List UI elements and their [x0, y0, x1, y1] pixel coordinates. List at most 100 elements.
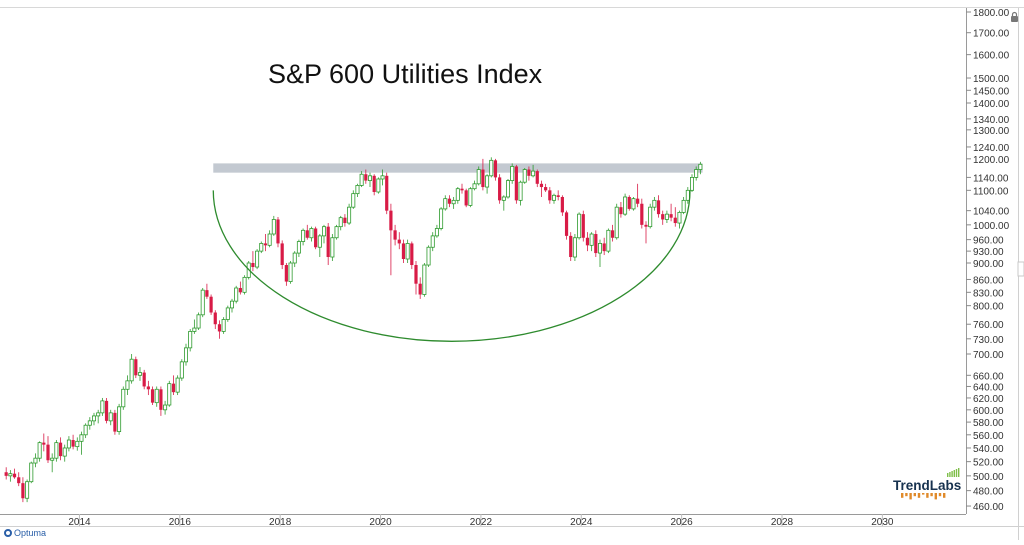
candle	[372, 174, 376, 196]
chart-title: S&P 600 Utilities Index	[268, 59, 543, 89]
candle	[443, 195, 448, 211]
candle-body-down	[564, 212, 569, 236]
candle	[79, 431, 84, 455]
candle	[29, 461, 34, 484]
candle	[505, 178, 510, 199]
candle	[690, 174, 695, 192]
x-axis-tick-label: 2014	[68, 517, 91, 528]
candle-body-down	[673, 217, 677, 224]
y-axis-tick-label: 1000.00	[973, 221, 1010, 232]
candle-body-down	[343, 217, 347, 224]
candle	[66, 436, 71, 452]
candle	[75, 437, 80, 451]
candle-body-up	[334, 226, 339, 239]
candle-body-up	[589, 233, 594, 246]
candle	[569, 232, 573, 261]
candle-body-up	[255, 250, 260, 268]
y-axis-tick-label: 800.00	[973, 302, 1004, 313]
candle-body-down	[636, 198, 640, 204]
candle-body-up	[267, 233, 272, 246]
candle	[498, 174, 502, 204]
candle	[656, 195, 661, 218]
trendlabs-logo: TrendLabs	[893, 468, 961, 500]
candle-body-down	[17, 477, 21, 484]
candle-body-down	[460, 188, 464, 191]
y-axis-tick-label: 1600.00	[973, 51, 1010, 62]
logo-dot-bar	[930, 493, 933, 497]
candle-body-up	[96, 412, 101, 417]
candle-body-down	[464, 190, 468, 206]
candle-body-down	[602, 243, 606, 252]
candle	[501, 195, 506, 211]
candle	[376, 177, 381, 194]
candle	[389, 203, 393, 276]
candle-body-down	[548, 190, 552, 201]
resistance-band	[213, 163, 703, 173]
lock-icon[interactable]	[1011, 11, 1018, 23]
y-axis-tick-label: 900.00	[973, 259, 1004, 270]
candle	[259, 241, 264, 254]
candle-body-up	[167, 383, 172, 406]
candle-body-up	[426, 246, 431, 266]
candle-body-down	[364, 174, 368, 181]
candle-body-down	[539, 183, 544, 188]
candle	[610, 224, 615, 242]
candle	[8, 470, 13, 482]
candle-body-up	[175, 377, 180, 393]
candle	[472, 180, 477, 191]
candle	[510, 163, 515, 184]
candle	[200, 287, 205, 318]
candle	[434, 224, 439, 238]
candle	[698, 161, 703, 175]
candle-body-up	[259, 243, 264, 252]
candle-body-down	[418, 283, 422, 295]
candle	[154, 386, 159, 407]
candle	[33, 453, 38, 468]
candle	[251, 251, 255, 272]
candle	[217, 320, 222, 339]
candle-body-down	[134, 359, 138, 376]
candle-body-up	[472, 183, 477, 190]
candle-body-down	[414, 265, 418, 284]
candle	[113, 409, 117, 435]
candle	[21, 477, 25, 503]
candle	[50, 453, 55, 473]
candle	[468, 187, 473, 208]
candle-body-up	[652, 199, 657, 208]
candle-body-down	[581, 214, 585, 238]
candle-body-up	[606, 229, 611, 252]
x-axis-tick-label: 2016	[169, 517, 192, 528]
candle-body-up	[309, 228, 314, 239]
logo-dot-bar	[905, 493, 908, 497]
candle-body-up	[83, 424, 88, 436]
candle	[351, 190, 356, 209]
logo-bar	[958, 468, 960, 477]
candle-body-up	[380, 175, 385, 180]
candle	[296, 239, 301, 258]
candle	[213, 310, 217, 330]
candle-body-down	[401, 243, 406, 259]
candle-body-up	[37, 442, 42, 459]
logo-dot-bar	[938, 493, 942, 497]
candle	[397, 232, 401, 250]
candle	[46, 436, 50, 464]
candle-body-up	[685, 189, 690, 201]
candle	[606, 228, 611, 254]
rounding-bottom-arc	[212, 190, 691, 342]
candle	[380, 169, 385, 186]
candle-body-up	[347, 206, 352, 224]
logo-dot-bar	[943, 493, 946, 498]
y-axis-tick-label: 460.00	[973, 502, 1004, 513]
candle	[62, 444, 67, 462]
candle-body-down	[314, 228, 318, 248]
candle	[518, 180, 523, 206]
candle	[560, 195, 564, 216]
candle-body-down	[305, 230, 309, 238]
candle-body-up	[367, 175, 372, 181]
scroll-handle[interactable]	[1017, 261, 1024, 277]
candle-body-up	[489, 159, 494, 177]
y-axis-tick-label: 1140.00	[973, 173, 1009, 184]
y-axis-tick-label: 1300.00	[973, 126, 1010, 137]
candle-body-down	[21, 483, 25, 499]
